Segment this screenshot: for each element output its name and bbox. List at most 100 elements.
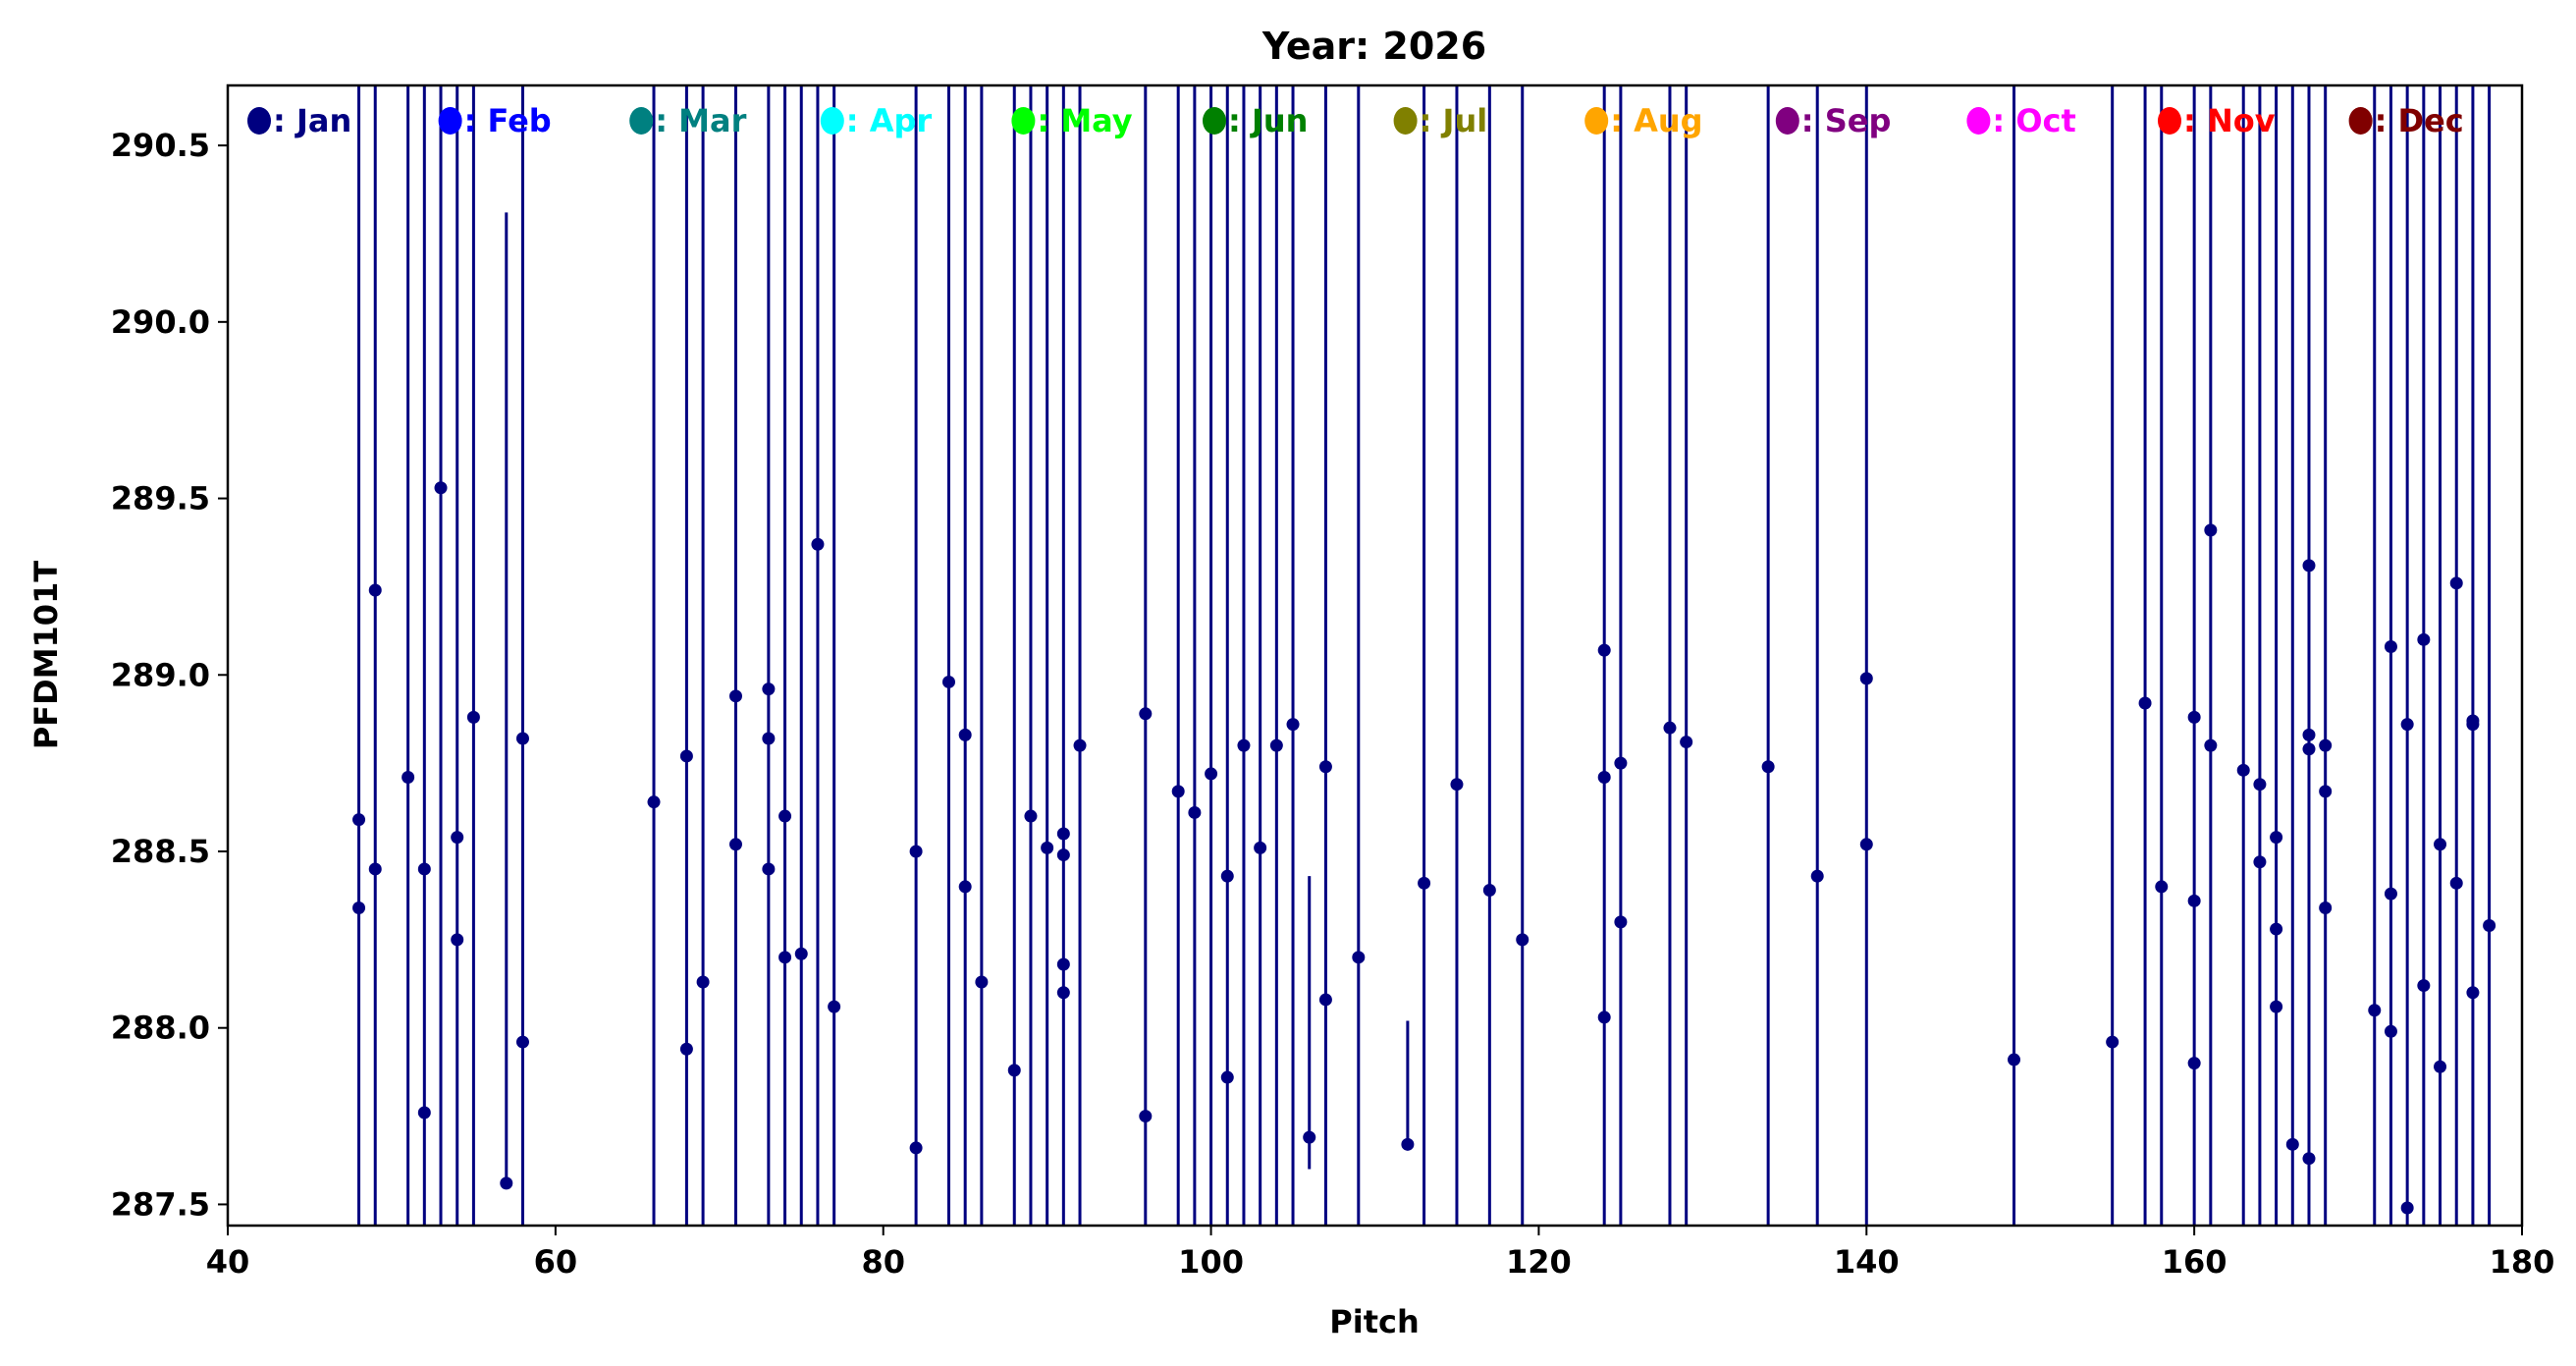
legend-marker [438,107,462,135]
x-tick-label: 40 [206,1243,250,1281]
data-point [909,845,923,858]
data-point [1859,672,1873,685]
legend-label: : Jan [273,102,351,139]
data-point [975,975,989,989]
x-tick-label: 160 [2162,1243,2227,1281]
data-point [1220,1070,1234,1084]
data-point [352,813,366,827]
x-tick-label: 100 [1178,1243,1244,1281]
data-point [778,951,792,964]
data-point [2400,718,2414,732]
data-point [1597,771,1611,785]
data-point [2384,640,2397,654]
legend-marker [247,107,271,135]
data-point [434,481,448,495]
data-point [2270,831,2283,845]
data-point [1859,838,1873,851]
data-point [679,1042,693,1056]
y-tick-label: 290.0 [111,303,210,341]
data-point [762,732,776,745]
y-tick-label: 290.5 [111,127,210,164]
x-tick-label: 180 [2490,1243,2555,1281]
data-point [2449,576,2463,590]
data-point [1482,884,1496,898]
data-point [2204,523,2218,537]
data-point [368,583,382,597]
y-tick-label: 288.0 [111,1010,210,1047]
legend-marker [820,107,844,135]
x-axis: 40 60 80 100 120 140 160 180 [206,1226,2555,1281]
data-point [2138,696,2152,710]
x-tick-label: 80 [861,1243,905,1281]
data-point [1205,767,1218,781]
data-point [1041,841,1054,854]
data-point [1318,993,1332,1007]
data-point [778,809,792,823]
data-point [1056,957,1070,971]
data-point [2319,902,2333,915]
data-point [451,831,464,845]
data-point [811,537,825,551]
data-point [794,947,808,960]
data-point [2270,922,2283,936]
x-axis-label: Pitch [1329,1303,1419,1340]
legend-label: : Aug [1610,102,1702,139]
data-point [1597,643,1611,657]
data-point [2253,778,2267,792]
legend-label: : Oct [1992,102,2075,139]
data-point [2466,718,2480,732]
data-point [1139,1110,1153,1123]
data-point [2285,1137,2299,1151]
data-point [417,862,431,876]
data-point [1614,915,1628,929]
data-point [958,880,972,894]
y-axis-label: PFDM101T [27,561,65,750]
data-point [1056,986,1070,1000]
data-point [2008,1053,2021,1066]
data-point [1139,707,1153,721]
data-point [2302,559,2316,573]
data-point [368,862,382,876]
data-point [1269,738,1283,752]
y-tick-label: 287.5 [111,1185,210,1223]
data-point [1597,1011,1611,1024]
data-point [402,771,415,785]
data-point [2434,1060,2447,1073]
data-point [2384,887,2397,901]
data-point [2187,710,2201,724]
data-point [2384,1024,2397,1038]
legend-label: : Feb [464,102,552,139]
data-point [1761,760,1775,774]
legend-marker [1203,107,1226,135]
data-point [828,1000,841,1013]
y-tick-label: 289.0 [111,656,210,693]
data-point [1171,785,1185,798]
data-point [2187,894,2201,907]
data-point [451,933,464,947]
chart-title: Year: 2026 [1261,25,1486,68]
data-point [1220,869,1234,883]
x-tick-label: 60 [534,1243,578,1281]
data-point [2155,880,2169,894]
legend-label: : Dec [2375,102,2464,139]
data-point [2302,1152,2316,1166]
data-point [941,675,955,688]
data-point [1663,721,1677,735]
data-point [762,683,776,696]
data-point [1056,827,1070,841]
data-point [2302,742,2316,756]
data-point [762,862,776,876]
data-point [696,975,710,989]
data-point [958,728,972,741]
legend-marker [1584,107,1609,135]
data-point [500,1176,513,1190]
data-point [1254,841,1267,854]
data-point [1056,848,1070,862]
data-point [1286,718,1300,732]
y-axis: 287.5 288.0 288.5 289.0 289.5 290.0 290.5 [111,127,228,1223]
data-point [2483,918,2496,932]
data-point [2449,876,2463,890]
legend-label: : Jul [1420,102,1488,139]
legend-label: : May [1037,102,1132,139]
